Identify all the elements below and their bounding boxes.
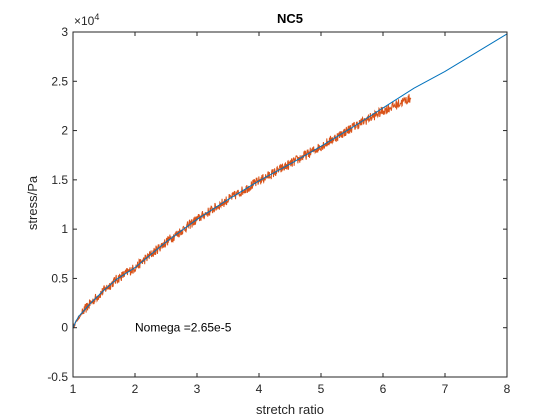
- y-tick-label: 0: [61, 321, 68, 335]
- chart-title: NC5: [277, 11, 303, 26]
- x-tick-label: 1: [70, 382, 77, 396]
- annotation-text: Nomega =2.65e-5: [135, 321, 232, 335]
- x-tick-label: 4: [256, 382, 263, 396]
- x-tick-label: 6: [380, 382, 387, 396]
- series-line-blue: [72, 33, 508, 328]
- y-tick-label: 3: [61, 25, 68, 39]
- x-tick-label: 3: [194, 382, 201, 396]
- x-tick-label: 7: [442, 382, 449, 396]
- y-tick-label: 1.5: [51, 173, 68, 187]
- ticks-layer: 1 2 3 4 5 6 7 8 -0.5 0 0.5 1 1.5 2 2.5 3: [47, 25, 510, 396]
- y-axis-label: stress/Pa: [25, 175, 40, 230]
- x-axis-label: stretch ratio: [256, 402, 324, 417]
- y-tick-label: 0.5: [51, 271, 68, 285]
- y-exponent-power: 4: [94, 12, 99, 22]
- y-axis-exponent: ×104: [74, 12, 99, 28]
- x-tick-label: 5: [318, 382, 325, 396]
- series-line-orange: [72, 94, 412, 329]
- x-tick-label: 8: [504, 382, 511, 396]
- axes-box: [72, 31, 508, 378]
- y-tick-label: 2: [61, 124, 68, 138]
- y-exponent-base: ×10: [74, 14, 95, 28]
- y-tick-label: -0.5: [47, 370, 68, 384]
- x-tick-label: 2: [132, 382, 139, 396]
- series-layer: [72, 33, 508, 329]
- y-tick-label: 1: [61, 222, 68, 236]
- y-tick-label: 2.5: [51, 74, 68, 88]
